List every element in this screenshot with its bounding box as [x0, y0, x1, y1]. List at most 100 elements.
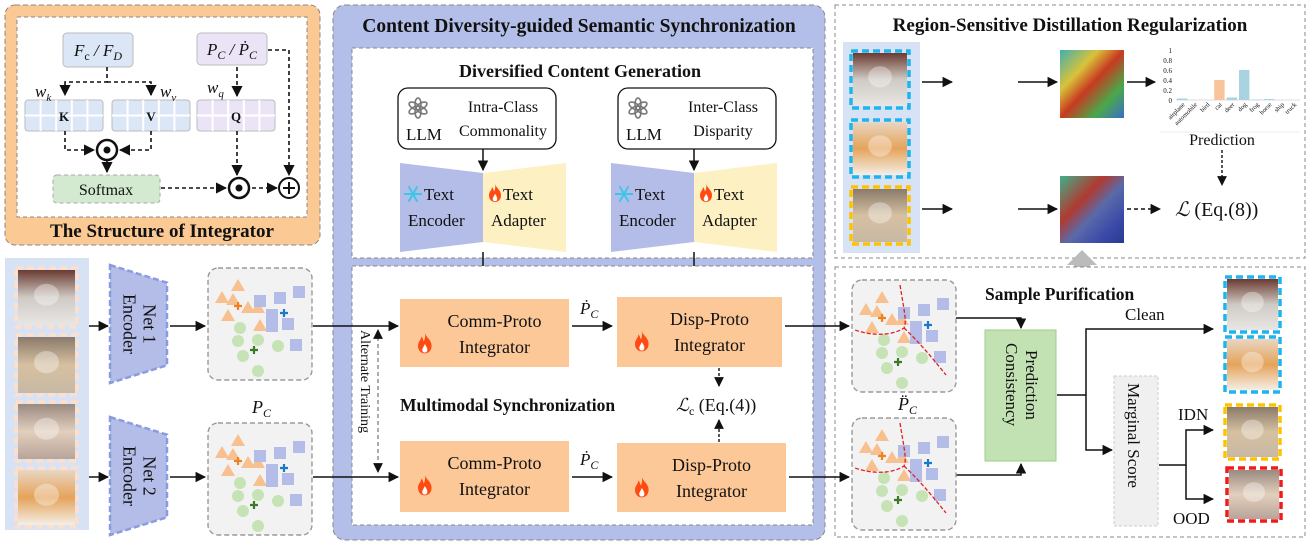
- svg-text:Encoder: Encoder: [619, 211, 676, 230]
- prototype-scatter-net1: [207, 267, 313, 381]
- svg-text:Disp-Proto: Disp-Proto: [672, 455, 751, 475]
- svg-text:Prediction: Prediction: [1022, 350, 1041, 420]
- distillation-title: Region-Sensitive Distillation Regulariza…: [893, 15, 1248, 36]
- fc-fd-box: Fc / FD: [62, 32, 134, 68]
- svg-text:Net 1: Net 1: [140, 304, 160, 344]
- pc-box: PC / ṖC: [196, 32, 268, 66]
- dog-image: [14, 333, 79, 397]
- bar-cat: [1214, 80, 1225, 100]
- clean-cat-image: [849, 49, 911, 110]
- svg-text:Integrator: Integrator: [459, 337, 530, 357]
- svg-text:0.2: 0.2: [1163, 87, 1172, 95]
- tick-cat: cat: [1214, 101, 1224, 111]
- wv-label: wv: [160, 82, 176, 104]
- disp-proto-integrator: Disp-Proto Integrator: [617, 443, 786, 512]
- svg-text:Integrator: Integrator: [674, 335, 745, 355]
- idn-label: IDN: [1178, 405, 1208, 424]
- svg-text:Disparity: Disparity: [693, 123, 753, 140]
- softmax-box: Softmax: [52, 174, 161, 204]
- disp-proto-integrator: Disp-Proto Integrator: [617, 297, 782, 367]
- openai-logo-icon: [628, 97, 648, 119]
- oplus-icon: [278, 177, 300, 199]
- svg-text:Fc / FD: Fc / FD: [73, 41, 122, 63]
- svg-text:Integrator: Integrator: [459, 479, 530, 499]
- clean-kitten-image: [849, 118, 911, 179]
- loss-eq4: ℒc (Eq.(4)): [676, 395, 756, 418]
- svg-text:Adapter: Adapter: [491, 211, 546, 230]
- generation-title: Diversified Content Generation: [459, 61, 701, 81]
- svg-text:ṖC: ṖC: [579, 450, 599, 472]
- svg-text:Comm-Proto: Comm-Proto: [447, 453, 541, 473]
- bar-dog: [1239, 70, 1250, 100]
- svg-text:Commonality: Commonality: [459, 123, 547, 140]
- svg-text:Disp-Proto: Disp-Proto: [670, 309, 749, 329]
- llm-llm_left: LLMIntra-ClassCommonalityTextEncoderText…: [397, 87, 566, 296]
- synchronization-panel: Content Diversity-guided Semantic Synchr…: [332, 4, 826, 541]
- text-adapter: Text Adapter: [694, 163, 777, 252]
- svg-text:Text: Text: [635, 185, 665, 204]
- ood-fox-output: [1225, 466, 1283, 523]
- svg-text:0.4: 0.4: [1163, 77, 1172, 85]
- flame-icon: [418, 475, 432, 496]
- prediction-label: Prediction: [1189, 132, 1255, 149]
- flame-icon: [635, 331, 649, 352]
- attention-heatmap-net: [1060, 50, 1124, 118]
- svg-text:Text: Text: [503, 185, 533, 204]
- svg-text:Encoder: Encoder: [120, 446, 140, 506]
- flame-icon: [418, 333, 432, 354]
- text-adapter: Text Adapter: [483, 163, 566, 252]
- wq-label: wq: [207, 78, 224, 100]
- snowflake-icon: [615, 185, 633, 203]
- bar-horse: [1263, 99, 1275, 100]
- odot-icon: [227, 176, 251, 200]
- svg-text:Inter-Class: Inter-Class: [688, 99, 758, 116]
- clean-cat-output: [1223, 275, 1282, 334]
- svg-text:0.8: 0.8: [1163, 57, 1172, 65]
- svg-text:0.6: 0.6: [1163, 67, 1172, 75]
- ood-label: OOD: [1173, 509, 1210, 528]
- sync-title: Content Diversity-guided Semantic Synchr…: [362, 16, 796, 37]
- svg-text:Softmax: Softmax: [79, 182, 133, 199]
- attention-heatmap-mllm: [1060, 176, 1124, 243]
- svg-text:Adapter: Adapter: [702, 211, 757, 230]
- clean-kitten-output: [1223, 335, 1282, 394]
- svg-text:Text: Text: [714, 185, 744, 204]
- loss-eq8: ℒ (Eq.(8)): [1175, 199, 1258, 221]
- flame-icon: [489, 184, 501, 202]
- comm-proto-integrator: Comm-Proto Integrator: [400, 299, 569, 367]
- svg-text:Encoder: Encoder: [408, 211, 465, 230]
- svg-text:PC / ṖC: PC / ṖC: [206, 40, 258, 62]
- svg-text:LLM: LLM: [406, 125, 442, 144]
- svg-text:Intra-Class: Intra-Class: [468, 99, 538, 116]
- svg-text:K: K: [59, 109, 70, 124]
- svg-text:0: 0: [1169, 97, 1173, 105]
- snowflake-icon: [404, 185, 422, 203]
- svg-text:Comm-Proto: Comm-Proto: [447, 311, 541, 331]
- idn-dog-image: [849, 185, 911, 246]
- purified-scatter-net1: [851, 279, 957, 393]
- svg-text:LLM: LLM: [626, 125, 662, 144]
- fox-image: [14, 400, 79, 463]
- bar-airplane: [1177, 98, 1188, 100]
- odot-icon: [95, 138, 119, 162]
- k-matrix: K: [24, 99, 104, 132]
- input-images: [5, 258, 89, 530]
- q-matrix: Q: [196, 99, 276, 132]
- purified-scatter-net2: [851, 417, 957, 531]
- pc-label: PC: [251, 397, 272, 420]
- svg-text:V: V: [146, 109, 156, 124]
- marginal-score-box: Marginal Score: [1113, 375, 1159, 527]
- svg-text:ṖC: ṖC: [579, 299, 599, 321]
- svg-text:Net 2: Net 2: [140, 456, 160, 496]
- wk-label: wk: [35, 82, 52, 104]
- prototype-scatter-net2: [207, 422, 313, 536]
- pc-ddot-label: P̈C: [897, 394, 918, 417]
- text-encoder: Text Encoder: [400, 163, 483, 252]
- purification-title: Sample Purification: [985, 284, 1134, 304]
- svg-text:Integrator: Integrator: [676, 481, 747, 501]
- clean-label: Clean: [1125, 305, 1165, 324]
- kitten-image: [14, 466, 79, 529]
